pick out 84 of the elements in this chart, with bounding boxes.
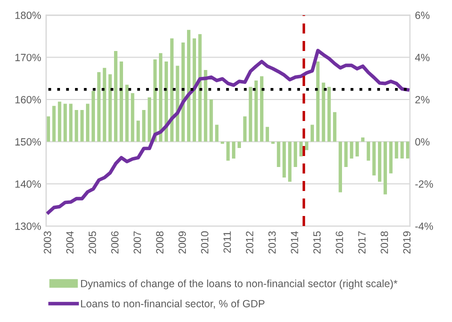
- bar: [192, 38, 196, 142]
- bar: [136, 120, 140, 142]
- bar: [97, 72, 101, 142]
- bar: [389, 142, 393, 174]
- bar: [304, 142, 308, 150]
- bar: [361, 137, 364, 142]
- bar: [215, 124, 218, 142]
- x-tick-label: 2007: [134, 231, 141, 254]
- bar: [114, 50, 118, 142]
- x-tick-label: 2009: [178, 231, 186, 254]
- bar: [170, 38, 174, 142]
- y-tick-label: 140%: [15, 180, 41, 188]
- x-tick-label: 2011: [223, 231, 231, 253]
- x-tick-label: 2014: [290, 231, 298, 254]
- x-tick-label: 2006: [111, 231, 119, 254]
- y2-tick-label: 4%: [415, 54, 430, 62]
- bar: [142, 110, 146, 142]
- line-series: [46, 48, 410, 214]
- bar: [130, 93, 134, 142]
- bar: [276, 142, 280, 167]
- x-tick-label: 2004: [66, 231, 74, 254]
- bar: [187, 30, 190, 142]
- bar: [69, 104, 72, 142]
- x-tick-label: 2012: [246, 231, 254, 254]
- bar: [148, 97, 152, 142]
- bar: [299, 142, 303, 156]
- x-tick-label: 2005: [88, 231, 96, 254]
- bar: [333, 112, 336, 142]
- x-tick-label: 2010: [200, 231, 208, 254]
- bar: [204, 70, 208, 142]
- bar: [384, 142, 387, 194]
- bar: [400, 142, 404, 159]
- bar: [158, 53, 162, 142]
- bar: [86, 104, 90, 142]
- bar: [366, 142, 370, 161]
- bar: [266, 126, 270, 142]
- bar: [254, 80, 258, 142]
- bar: [327, 86, 331, 142]
- bar: [92, 91, 95, 142]
- bar: [338, 142, 342, 192]
- x-tick-label: 2016: [336, 231, 344, 254]
- bar: [210, 100, 213, 142]
- x-tick-label: 2003: [44, 231, 52, 254]
- bar: [243, 116, 247, 142]
- legend-label: Loans to non-financial sector, % of GDP: [81, 300, 264, 309]
- bar: [294, 142, 298, 167]
- bar: [288, 142, 292, 182]
- bar: [310, 124, 314, 142]
- bar: [350, 142, 354, 159]
- y2-tick-label: 2%: [415, 96, 430, 104]
- bar: [238, 142, 241, 148]
- y2-tick-label: -4%: [415, 222, 433, 230]
- y2-tick-label: -2%: [415, 180, 433, 188]
- x-tick-label: 2015: [313, 231, 321, 254]
- y2-tick-label: 0%: [415, 138, 430, 146]
- bar: [344, 142, 348, 167]
- bar: [260, 76, 264, 142]
- bar: [46, 116, 50, 142]
- bar: [64, 104, 67, 142]
- y-tick-label: 180%: [15, 12, 41, 20]
- x-tick-label: 2018: [380, 231, 388, 254]
- bar: [355, 142, 359, 156]
- bar: [232, 142, 236, 159]
- bar: [74, 110, 78, 142]
- y-tick-label: 160%: [15, 96, 41, 104]
- y-tick-label: 150%: [15, 138, 41, 146]
- y-tick-label: 170%: [15, 54, 41, 62]
- legend-label: Dynamics of change of the loans to non-financial sector (right scale)*: [81, 280, 398, 290]
- bar: [58, 102, 62, 142]
- bar: [108, 74, 112, 142]
- bar: [394, 142, 398, 159]
- y2-tick-label: 6%: [415, 12, 430, 20]
- bar: [316, 62, 320, 142]
- bar: [406, 142, 410, 159]
- x-tick-label: 2008: [156, 231, 164, 254]
- bar: [164, 62, 168, 142]
- y-tick-label: 130%: [15, 222, 41, 230]
- x-tick-label: 2019: [403, 231, 411, 254]
- bar: [378, 142, 382, 182]
- bar: [282, 142, 286, 178]
- bar: [120, 62, 124, 142]
- bar: [372, 142, 376, 176]
- x-tick-label: 2013: [268, 231, 276, 254]
- x-tick-label: 2017: [358, 231, 366, 254]
